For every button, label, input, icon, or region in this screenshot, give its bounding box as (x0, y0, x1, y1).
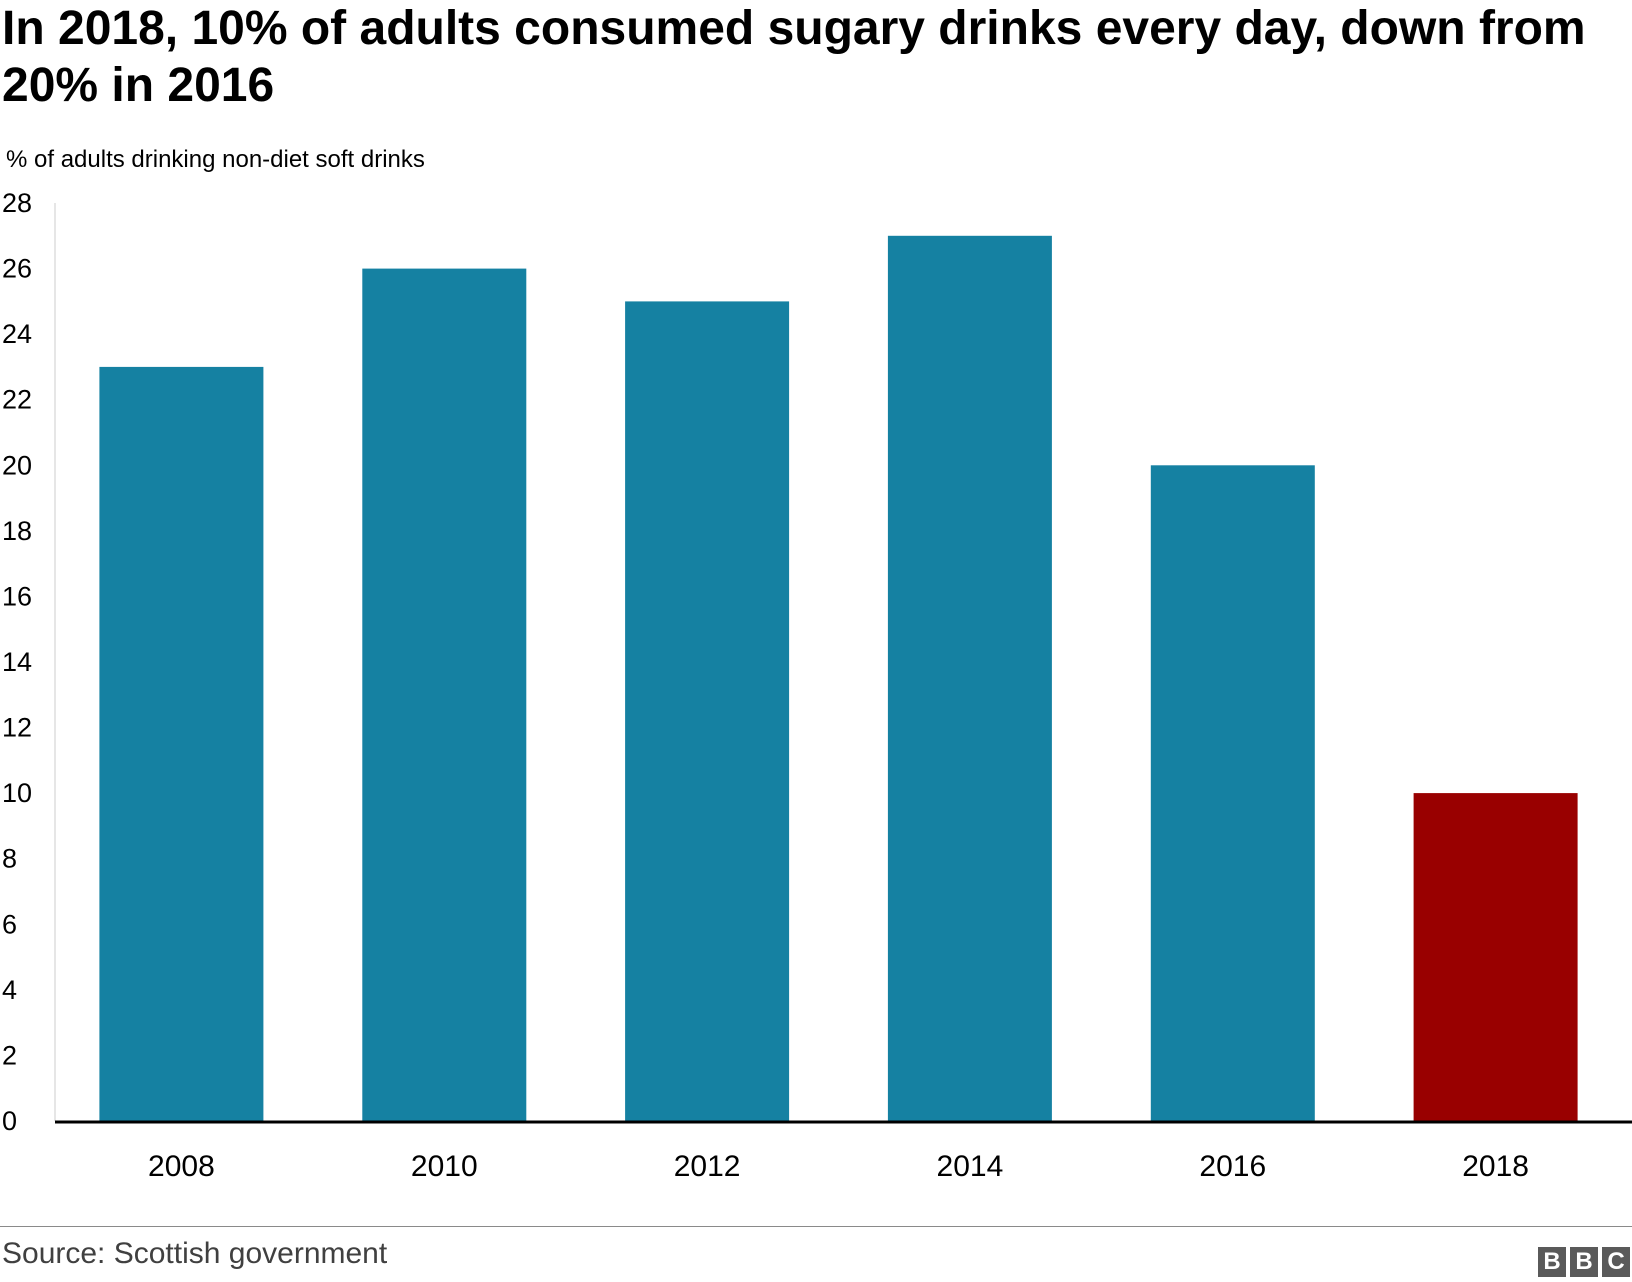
bars (99, 235, 1578, 1122)
y-tick-label: 26 (2, 254, 32, 284)
y-tick-label: 14 (2, 647, 32, 677)
bbc-logo-letter-2: B (1570, 1247, 1598, 1277)
y-axis-label: % of adults drinking non-diet soft drink… (6, 146, 425, 173)
y-tick-label: 10 (2, 778, 32, 808)
bar-2014 (887, 235, 1052, 1122)
y-tick-label: 0 (2, 1106, 17, 1136)
bar-2008 (99, 366, 264, 1121)
bbc-logo: B B C (1538, 1247, 1630, 1277)
x-tick-label: 2018 (1462, 1150, 1529, 1183)
bar-2016 (1150, 465, 1315, 1121)
y-tick-label: 24 (2, 319, 32, 349)
x-tick-label: 2010 (411, 1150, 478, 1183)
x-tick-label: 2012 (674, 1150, 741, 1183)
y-tick-label: 18 (2, 516, 32, 546)
y-tick-label: 8 (2, 844, 17, 874)
y-tick-label: 16 (2, 581, 32, 611)
footer-divider (0, 1226, 1632, 1227)
y-tick-label: 6 (2, 909, 17, 939)
x-tick-label: 2014 (937, 1150, 1004, 1183)
bbc-logo-letter-1: B (1538, 1247, 1566, 1277)
y-tick-label: 4 (2, 975, 17, 1005)
y-tick-label: 2 (2, 1040, 17, 1070)
chart-title: In 2018, 10% of adults consumed sugary d… (2, 2, 1586, 112)
bbc-logo-letter-3: C (1602, 1247, 1630, 1277)
x-tick-label: 2016 (1199, 1150, 1266, 1183)
bar-2010 (362, 268, 527, 1122)
y-tick-label: 22 (2, 385, 32, 415)
bar-2018 (1413, 793, 1578, 1121)
y-tick-label: 12 (2, 713, 32, 743)
x-tick-label: 2008 (148, 1150, 215, 1183)
x-axis: 2008 2010 2012 2014 2016 2018 (55, 1120, 1632, 1183)
y-tick-label: 28 (2, 188, 32, 218)
bar-2012 (625, 301, 790, 1121)
source-note: Source: Scottish government (2, 1237, 388, 1270)
y-tick-label: 20 (2, 450, 32, 480)
